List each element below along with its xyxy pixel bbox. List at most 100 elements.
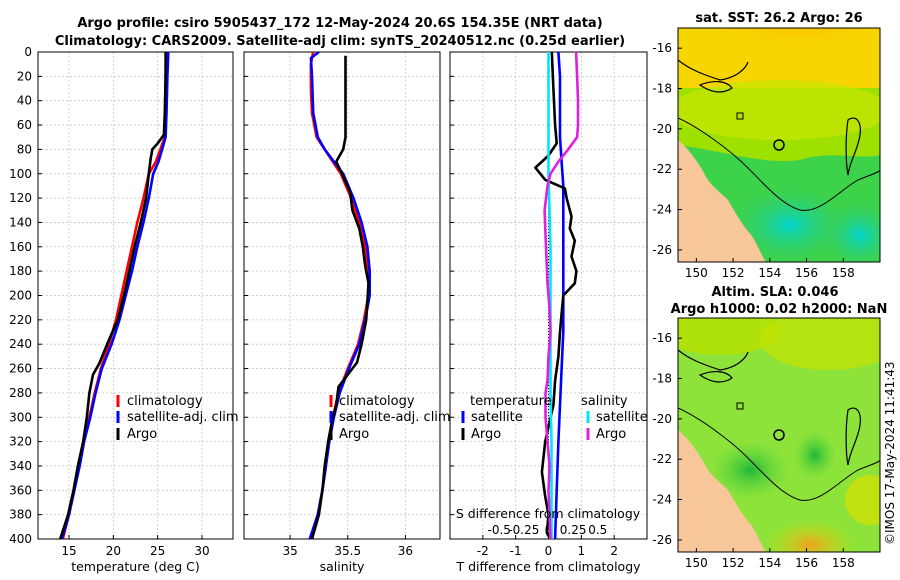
map-y-tick-label: -18 [652, 372, 672, 386]
s-diff-tick-label: 0.25 [560, 523, 587, 537]
s-diff-tick-label: -0.5 [488, 523, 511, 537]
series-line-t-argo [534, 52, 578, 539]
sst-map-title: sat. SST: 26.2 Argo: 26 [695, 11, 862, 26]
sst-land-australia [678, 140, 766, 262]
y-tick-label: 100 [9, 167, 32, 181]
sla-map-axes: 150 152 154 156 158 -16 -18 -20 -22 -24 -26 [652, 331, 854, 570]
y-tick-label: 280 [9, 386, 32, 400]
x-tick-label: 36 [398, 544, 413, 558]
x-tick-label: 20 [106, 544, 121, 558]
sst-map [678, 28, 880, 262]
map-x-tick-label: 152 [722, 266, 745, 280]
map-y-tick-label: -24 [652, 203, 672, 217]
y-tick-label: 320 [9, 435, 32, 449]
salinity-legend: climatology satellite-adj. clim Argo [329, 394, 451, 442]
series-line-climatology [309, 52, 370, 539]
sst-hot-patch [710, 28, 880, 67]
legend-label-satellite-adj: satellite-adj. clim [339, 410, 451, 425]
y-tick-label: 260 [9, 362, 32, 376]
map-x-tick-label: 154 [758, 266, 781, 280]
difference-legend: temperature salinity satellite Argo sate… [461, 394, 648, 442]
sla-yellow-patch-ne [760, 318, 880, 370]
sst-reef-outline [698, 81, 733, 93]
y-tick-label: 60 [17, 118, 32, 132]
map-x-tick-label: 154 [758, 556, 781, 570]
map-x-tick-label: 152 [722, 556, 745, 570]
map-y-tick-label: -16 [652, 331, 672, 345]
s-difference-axis-label: S difference from climatology [456, 506, 641, 521]
sla-argo-marker [773, 429, 785, 441]
legend-label-argo: Argo [127, 427, 157, 442]
x-tick-label: 2 [610, 544, 618, 558]
map-y-tick-label: -26 [652, 243, 672, 257]
temperature-legend: climatology satellite-adj. clim Argo [116, 394, 239, 442]
series-line-s-satellite [547, 52, 553, 539]
y-tick-label: 80 [17, 142, 32, 156]
x-tick-label: 0 [545, 544, 553, 558]
sla-green-eddy [793, 430, 837, 480]
y-tick-label: 240 [9, 337, 32, 351]
x-axis-label: temperature (deg C) [71, 559, 200, 574]
map-y-tick-label: -26 [652, 533, 672, 547]
map-x-tick-label: 150 [685, 266, 708, 280]
y-tick-label: 360 [9, 483, 32, 497]
sst-bathymetry-contour [678, 117, 880, 211]
sla-reef-small [736, 402, 744, 410]
map-y-tick-label: -20 [652, 122, 672, 136]
s-diff-tick-label: 0.5 [588, 523, 607, 537]
series-line-argo [58, 52, 167, 539]
x-axis-label: T difference from climatology [455, 559, 641, 574]
legend-label-climatology: climatology [127, 394, 203, 409]
legend-label-t-argo: Argo [471, 427, 501, 442]
y-tick-label: 140 [9, 215, 32, 229]
x-tick-label: 30 [194, 544, 209, 558]
series-group [534, 52, 580, 539]
y-tick-label: 400 [9, 532, 32, 546]
map-x-tick-label: 158 [832, 556, 855, 570]
map-y-tick-label: -22 [652, 162, 672, 176]
sla-reef-outline [698, 371, 733, 383]
y-tick-label: 40 [17, 94, 32, 108]
series-line-argo [310, 55, 370, 539]
legend-label-argo: Argo [339, 427, 369, 442]
legend-label-climatology: climatology [339, 394, 415, 409]
sst-reef-small [736, 112, 744, 120]
sla-map-frame [677, 317, 881, 553]
map-x-tick-label: 156 [795, 556, 818, 570]
map-x-tick-label: 150 [685, 556, 708, 570]
map-y-tick-label: -24 [652, 493, 672, 507]
s-diff-tick-label: -0.25 [508, 523, 539, 537]
sla-land-australia [678, 430, 766, 552]
y-tick-label: 180 [9, 264, 32, 278]
sst-map-axes: 150 152 154 156 158 -16 -18 -20 -22 -24 -26 [652, 41, 854, 280]
y-tick-label: 380 [9, 508, 32, 522]
legend-label-t-satellite: satellite [471, 410, 523, 425]
salinity-profile-panel: 35 35.5 36 salinity [243, 51, 441, 574]
x-tick-label: -1 [510, 544, 522, 558]
x-axis-label: salinity [320, 559, 365, 574]
legend-heading-temperature: temperature [470, 394, 552, 409]
legend-heading-salinity: salinity [581, 394, 628, 409]
y-tick-label: 200 [9, 289, 32, 303]
map-y-tick-label: -20 [652, 412, 672, 426]
map-y-tick-label: -22 [652, 452, 672, 466]
sla-map-title-2: Argo h1000: 0.02 h2000: NaN [671, 302, 888, 317]
y-tick-label: 300 [9, 410, 32, 424]
figure-title-line1: Argo profile: csiro 5905437_172 12-May-2… [77, 16, 602, 31]
legend-label-s-argo: Argo [596, 427, 626, 442]
y-tick-label: 340 [9, 459, 32, 473]
series-group [58, 52, 170, 539]
sla-green-eddy-west [710, 440, 790, 500]
map-y-tick-label: -18 [652, 82, 672, 96]
series-line-satellite-adj-clim [60, 52, 170, 539]
difference-profile-panel: -2 -1 0 1 2T difference from climatology -0.5… [449, 51, 648, 574]
sla-warm-eddy [765, 520, 855, 552]
figure-title-line2: Climatology: CARS2009. Satellite-adj cli… [55, 34, 625, 49]
sla-yellow-east [845, 475, 880, 525]
sst-mid-band [678, 80, 880, 140]
sst-cyan-patch-east [820, 200, 880, 262]
sla-reef-contour [678, 349, 749, 371]
x-tick-label: 1 [578, 544, 586, 558]
sst-marion-reef [845, 117, 861, 176]
